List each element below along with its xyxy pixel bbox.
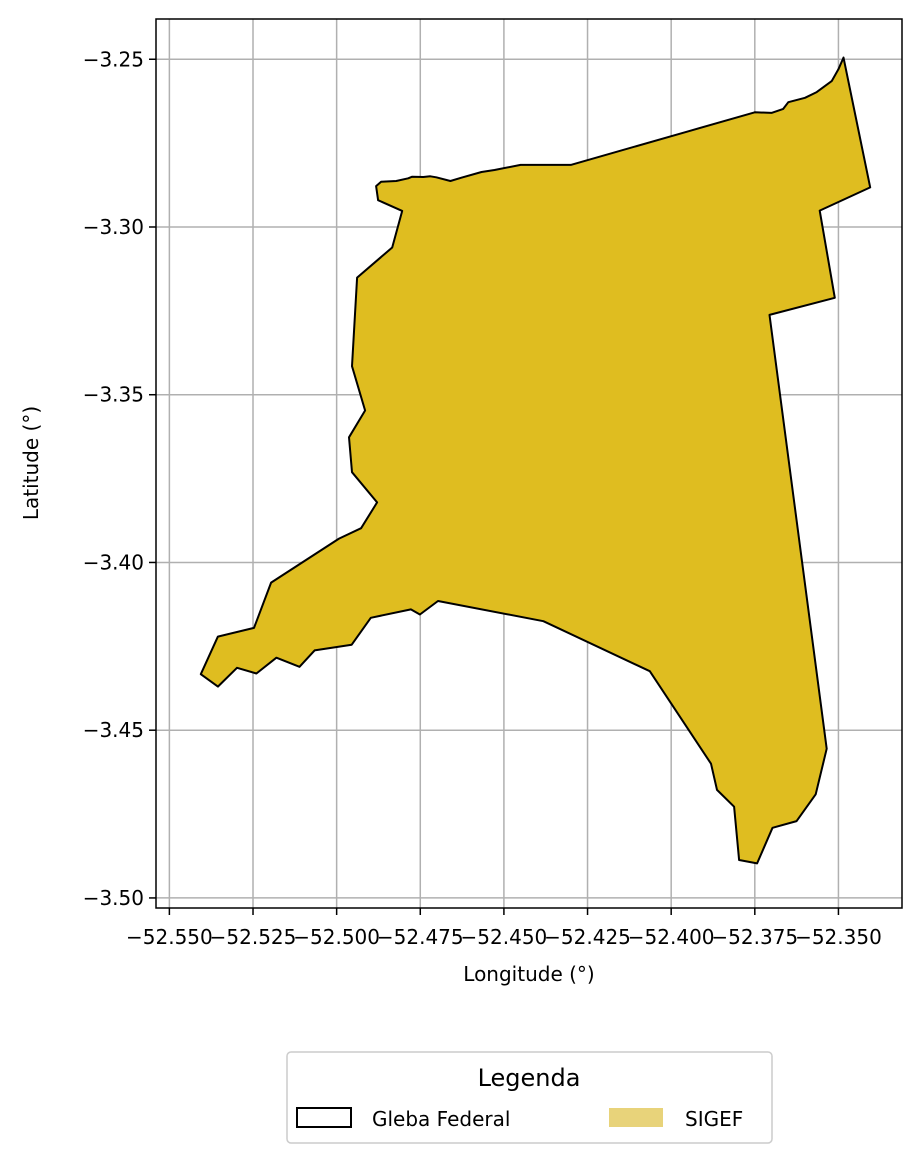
x-tick-label: −52.475 bbox=[377, 925, 464, 949]
y-tick-label: −3.50 bbox=[83, 886, 144, 910]
x-tick-label: −52.375 bbox=[711, 925, 798, 949]
y-axis-label: Latitude (°) bbox=[19, 406, 43, 520]
y-tick-label: −3.25 bbox=[83, 47, 144, 71]
ticks: −52.550−52.525−52.500−52.475−52.450−52.4… bbox=[83, 47, 882, 949]
sigef-polygon bbox=[199, 56, 872, 865]
x-tick-label: −52.500 bbox=[293, 925, 380, 949]
legend-title: Legenda bbox=[478, 1064, 581, 1092]
x-tick-label: −52.425 bbox=[544, 925, 631, 949]
y-tick-label: −3.30 bbox=[83, 215, 144, 239]
x-tick-label: −52.350 bbox=[795, 925, 882, 949]
x-axis-label: Longitude (°) bbox=[463, 962, 594, 986]
y-tick-label: −3.40 bbox=[83, 550, 144, 574]
y-tick-label: −3.45 bbox=[83, 718, 144, 742]
legend-label-gleba-federal: Gleba Federal bbox=[372, 1107, 510, 1131]
x-tick-label: −52.450 bbox=[461, 925, 548, 949]
legend-swatch-gleba-federal bbox=[296, 1107, 352, 1128]
y-tick-label: −3.35 bbox=[83, 383, 144, 407]
legend-swatch-sigef bbox=[609, 1108, 663, 1127]
legend-label-sigef: SIGEF bbox=[685, 1107, 743, 1131]
x-tick-label: −52.550 bbox=[126, 925, 213, 949]
legend: Legenda Gleba Federal SIGEF bbox=[286, 1051, 773, 1144]
x-tick-label: −52.400 bbox=[628, 925, 715, 949]
x-tick-label: −52.525 bbox=[210, 925, 297, 949]
plot-frame bbox=[155, 18, 903, 909]
